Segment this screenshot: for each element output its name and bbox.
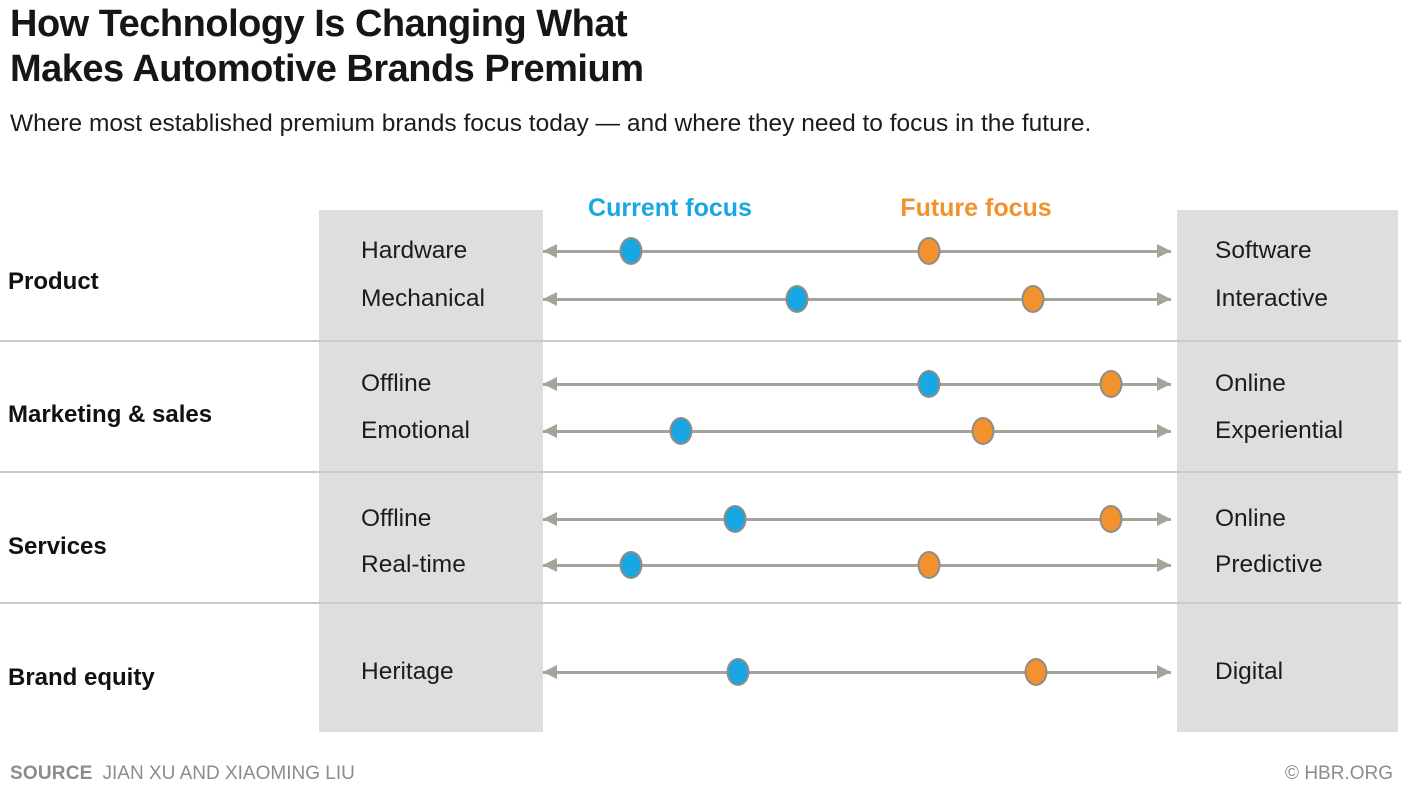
future-focus-dot <box>917 237 941 265</box>
current-focus-dot <box>619 551 643 579</box>
arrow-left-icon <box>543 424 557 438</box>
title-line-2: Makes Automotive Brands Premium <box>10 48 644 90</box>
arrow-right-icon <box>1157 292 1171 306</box>
arrow-right-icon <box>1157 244 1171 258</box>
chart-subtitle: Where most established premium brands fo… <box>10 110 1092 137</box>
row-right-label: Online <box>1215 505 1286 532</box>
legend-current-focus: Current focus <box>588 194 752 222</box>
row-arrow-track <box>543 285 1171 313</box>
arrow-left-icon <box>543 244 557 258</box>
group-divider <box>0 602 1401 604</box>
row-left-label: Emotional <box>361 417 470 444</box>
future-focus-dot <box>917 551 941 579</box>
group-divider <box>0 340 1401 342</box>
row-right-label: Experiential <box>1215 417 1344 444</box>
row-left-label: Real-time <box>361 551 466 578</box>
arrow-right-icon <box>1157 377 1171 391</box>
source-value: JIAN XU AND XIAOMING LIU <box>102 763 355 784</box>
current-focus-dot <box>785 285 809 313</box>
source-label: SOURCE <box>10 763 93 784</box>
row-arrow-track <box>543 551 1171 579</box>
arrow-left-icon <box>543 377 557 391</box>
arrow-right-icon <box>1157 512 1171 526</box>
current-focus-dot <box>619 237 643 265</box>
arrow-left-icon <box>543 292 557 306</box>
row-arrow-track <box>543 505 1171 533</box>
row-right-label: Digital <box>1215 658 1284 685</box>
arrow-left-icon <box>543 665 557 679</box>
row-left-label: Hardware <box>361 237 468 264</box>
category-label-brand-equity: Brand equity <box>8 664 155 691</box>
row-right-label: Software <box>1215 237 1312 264</box>
row-right-label: Online <box>1215 370 1286 397</box>
footer: SOURCE JIAN XU AND XIAOMING LIU © HBR.ORG <box>10 763 1393 789</box>
future-focus-dot <box>1021 285 1045 313</box>
row-right-label: Interactive <box>1215 285 1329 312</box>
row-arrow-track <box>543 370 1171 398</box>
row-left-label: Offline <box>361 370 432 397</box>
hbr-credit: © HBR.ORG <box>1285 763 1393 784</box>
current-focus-dot <box>669 417 693 445</box>
category-label-services: Services <box>8 533 107 560</box>
current-focus-dot <box>723 505 747 533</box>
group-divider <box>0 471 1401 473</box>
row-arrow-track <box>543 658 1171 686</box>
current-focus-dot <box>917 370 941 398</box>
future-focus-dot <box>1099 505 1123 533</box>
row-left-label: Offline <box>361 505 432 532</box>
row-left-label: Mechanical <box>361 285 485 312</box>
current-focus-dot <box>726 658 750 686</box>
arrow-left-icon <box>543 558 557 572</box>
arrow-right-icon <box>1157 558 1171 572</box>
title-line-1: How Technology Is Changing What <box>10 3 628 45</box>
arrow-right-icon <box>1157 665 1171 679</box>
category-label-marketing-sales: Marketing & sales <box>8 401 213 428</box>
future-focus-dot <box>1099 370 1123 398</box>
arrow-right-icon <box>1157 424 1171 438</box>
future-focus-dot <box>1024 658 1048 686</box>
future-focus-dot <box>971 417 995 445</box>
category-label-product: Product <box>8 268 99 295</box>
arrow-left-icon <box>543 512 557 526</box>
page-title: How Technology Is Changing What Makes Au… <box>10 2 644 92</box>
row-right-label: Predictive <box>1215 551 1323 578</box>
row-arrow-track <box>543 237 1171 265</box>
row-left-label: Heritage <box>361 658 454 685</box>
row-arrow-track <box>543 417 1171 445</box>
legend-future-focus: Future focus <box>900 194 1052 222</box>
